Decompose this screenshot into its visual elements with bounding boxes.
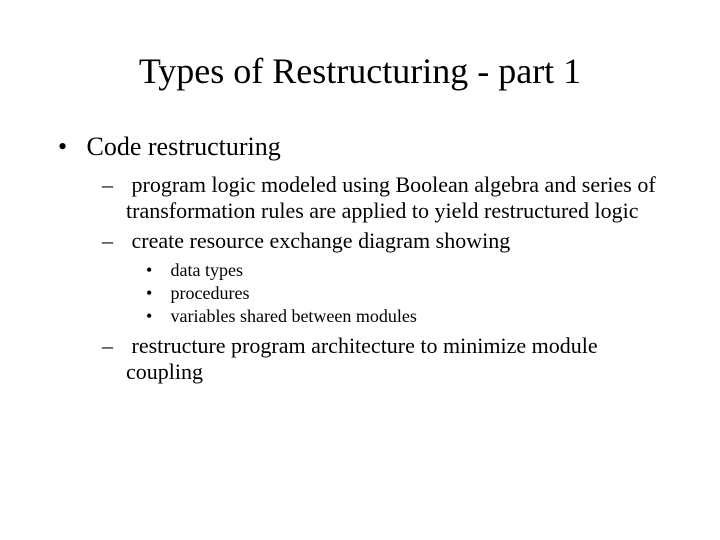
list-item: Code restructuring program logic modeled… <box>80 132 660 385</box>
list-item: program logic modeled using Boolean alge… <box>126 172 660 224</box>
slide-title: Types of Restructuring - part 1 <box>60 50 660 92</box>
bullet-list-level2: program logic modeled using Boolean alge… <box>80 172 660 385</box>
bullet-text: variables shared between modules <box>171 306 417 326</box>
slide: Types of Restructuring - part 1 Code res… <box>0 0 720 540</box>
bullet-list-level3: data types procedures variables shared b… <box>126 260 660 327</box>
list-item: restructure program architecture to mini… <box>126 333 660 385</box>
list-item: data types <box>166 260 660 281</box>
bullet-text: Code restructuring <box>87 132 281 161</box>
list-item: create resource exchange diagram showing… <box>126 228 660 327</box>
bullet-text: create resource exchange diagram showing <box>132 228 511 253</box>
bullet-text: program logic modeled using Boolean alge… <box>126 172 656 223</box>
bullet-text: procedures <box>171 283 250 303</box>
list-item: variables shared between modules <box>166 306 660 327</box>
list-item: procedures <box>166 283 660 304</box>
bullet-text: restructure program architecture to mini… <box>126 333 598 384</box>
bullet-text: data types <box>171 260 243 280</box>
bullet-list-level1: Code restructuring program logic modeled… <box>60 132 660 385</box>
